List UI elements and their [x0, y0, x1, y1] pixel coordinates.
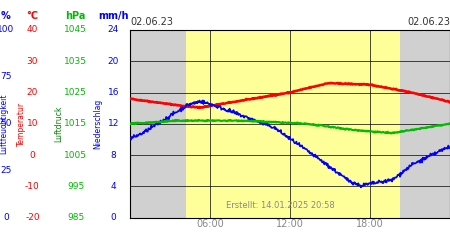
Text: Erstellt: 14.01.2025 20:58: Erstellt: 14.01.2025 20:58 — [226, 201, 335, 210]
Text: 50: 50 — [0, 119, 12, 128]
Text: 24: 24 — [108, 26, 119, 35]
Text: 12: 12 — [108, 119, 119, 128]
Text: 40: 40 — [27, 26, 38, 35]
Text: mm/h: mm/h — [98, 11, 129, 21]
Text: Niederschlag: Niederschlag — [94, 98, 103, 149]
Text: 1015: 1015 — [64, 119, 87, 128]
Text: 0: 0 — [30, 150, 35, 160]
Text: 20: 20 — [108, 57, 119, 66]
Text: %: % — [1, 11, 11, 21]
Text: -20: -20 — [25, 213, 40, 222]
Text: 1025: 1025 — [64, 88, 87, 97]
Text: 1045: 1045 — [64, 26, 87, 35]
Text: 100: 100 — [0, 26, 14, 35]
Text: 1005: 1005 — [64, 150, 87, 160]
Text: °C: °C — [27, 11, 38, 21]
Text: 25: 25 — [0, 166, 12, 175]
Text: 1035: 1035 — [64, 57, 87, 66]
Text: 02.06.23: 02.06.23 — [130, 17, 173, 27]
Text: -10: -10 — [25, 182, 40, 191]
Text: 20: 20 — [27, 88, 38, 97]
Text: 0: 0 — [111, 213, 116, 222]
Text: Temperatur: Temperatur — [17, 102, 26, 146]
Text: 10: 10 — [27, 119, 38, 128]
Text: Luftdruck: Luftdruck — [54, 106, 63, 142]
Text: 8: 8 — [111, 150, 116, 160]
Text: 75: 75 — [0, 72, 12, 82]
Bar — [186, 30, 400, 218]
Text: 985: 985 — [67, 213, 84, 222]
Text: 30: 30 — [27, 57, 38, 66]
Text: 16: 16 — [108, 88, 119, 97]
Bar — [130, 30, 186, 218]
Text: Luftfeuchtigkeit: Luftfeuchtigkeit — [0, 94, 8, 154]
Bar — [400, 30, 450, 218]
Text: 0: 0 — [3, 213, 9, 222]
Text: 02.06.23: 02.06.23 — [407, 17, 450, 27]
Text: 995: 995 — [67, 182, 84, 191]
Text: 4: 4 — [111, 182, 116, 191]
Text: hPa: hPa — [65, 11, 86, 21]
